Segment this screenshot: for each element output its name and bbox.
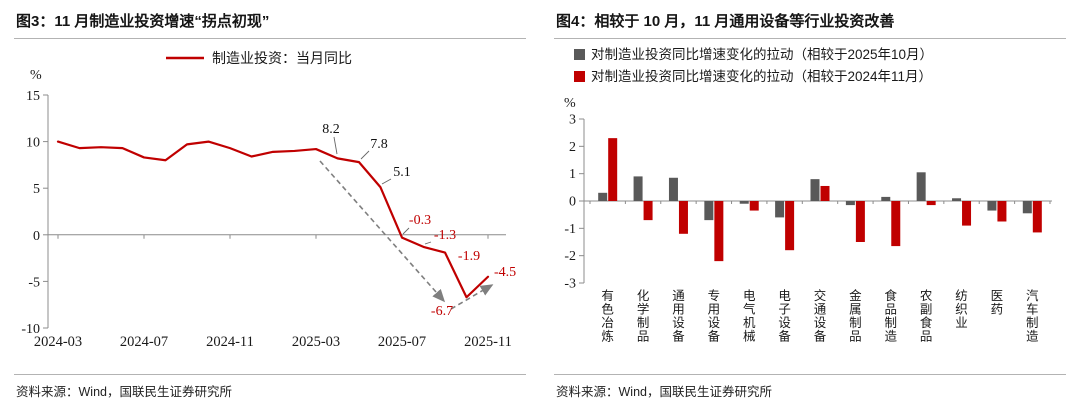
point-label-2025-04: 8.2 [322,122,340,137]
figure3-chart-area: 制造业投资：当月同比% 15 10 5 0 -5 -10 2024-03 2024-07 2024… [14,39,526,374]
category-label-农副食品: 农副食品 [920,289,933,344]
figure4-y-tick: 2 [569,140,576,155]
series-line-manufacturing-investment [56,140,490,299]
bar-series1-化学制品 [643,201,653,221]
figure4-bar-chart: 对制造业投资同比增速变化的拉动（相较于2025年10月） 对制造业投资同比增速变化… [564,47,1052,344]
figure3-y-tick: 10 [26,136,40,151]
figure3-y-tick: -5 [28,275,40,290]
figure4-source: 资料来源：Wind，国联民生证券研究所 [554,374,1066,402]
figure3-x-tick: 2024-07 [120,334,168,350]
category-label-食品制造: 食品制造 [885,288,898,344]
figure4-chart-area: 对制造业投资同比增速变化的拉动（相较于2025年10月） 对制造业投资同比增速变化… [554,39,1066,374]
bar-series1-电气机械 [749,201,759,211]
legend-swatch-0 [574,49,585,60]
figure4-legend-label-0: 对制造业投资同比增速变化的拉动（相较于2025年10月） [591,47,933,62]
figure4-title: 图4：相较于 10 月，11 月通用设备等行业投资改善 [554,8,1066,39]
bar-series1-食品制造 [891,201,901,247]
point-label-2025-11: -4.5 [494,265,516,280]
bar-series1-汽车制造 [1032,201,1042,233]
figure4-panel: 图4：相较于 10 月，11 月通用设备等行业投资改善 对制造业投资同比增速变化… [540,0,1080,408]
category-label-电气机械: 电气机械 [743,289,756,344]
category-label-纺织业: 纺织业 [955,289,968,330]
downtrend-dashed-arrow [319,160,446,303]
bar-series1-医药 [997,201,1007,222]
bar-series1-电子设备 [785,201,795,251]
figure3-x-tick: 2025-03 [292,334,340,350]
bar-series0-交通设备 [810,179,820,201]
upturn-dashed-arrow [450,284,494,310]
point-label-2025-06: 5.1 [393,165,411,180]
bar-series0-医药 [987,201,997,211]
figure4-y-tick: -2 [564,249,576,264]
bar-series0-纺织业 [952,198,962,201]
bar-series1-金属制品 [855,201,865,242]
figure3-x-tick: 2024-11 [206,334,254,350]
figure3-panel: 图3：11 月制造业投资增速“拐点初现” 制造业投资：当月同比% 15 10 5 0 -5… [14,8,526,402]
point-label-2025-09: -1.9 [458,249,480,264]
bar-series0-金属制品 [845,201,855,206]
bar-series1-交通设备 [820,185,830,201]
bar-series0-有色冶炼 [598,192,608,201]
category-label-化学制品: 化学制品 [637,289,650,344]
figure3-y-tick: -10 [21,322,40,337]
point-label-2025-07: -0.3 [409,213,431,228]
bar-series0-汽车制造 [1022,201,1032,214]
figure3-source: 资料来源：Wind，国联民生证券研究所 [14,374,526,402]
figure3-y-tick: 5 [33,182,40,197]
bar-series0-电子设备 [775,201,785,218]
bar-series1-专用设备 [714,201,724,262]
category-label-金属制品: 金属制品 [849,288,862,344]
figure4-y-tick: -3 [564,276,576,291]
bar-series0-专用设备 [704,201,714,221]
figure4-y-unit: % [564,96,576,111]
bar-series1-有色冶炼 [608,138,618,201]
category-label-医药: 医药 [991,289,1004,317]
bar-series0-通用设备 [668,177,678,201]
legend-swatch-1 [574,71,585,82]
figure3-y-tick: 0 [33,229,40,244]
category-label-交通设备: 交通设备 [814,288,827,344]
figure4-y-tick: -1 [564,222,576,237]
figure4-y-tick: 3 [569,113,576,128]
figure4-legend-label-1: 对制造业投资同比增速变化的拉动（相较于2024年11月） [591,69,932,84]
bar-series0-食品制造 [881,196,891,201]
figure3-x-tick: 2025-07 [378,334,426,350]
figure3-x-tick: 2025-11 [464,334,512,350]
figure3-title: 图3：11 月制造业投资增速“拐点初现” [14,8,526,39]
bar-series0-电气机械 [739,201,749,204]
figure3-x-tick: 2024-03 [34,334,82,350]
category-label-通用设备: 通用设备 [672,289,685,344]
category-label-电子设备: 电子设备 [778,289,791,344]
bar-series0-化学制品 [633,176,643,201]
point-label-2025-08: -1.3 [434,228,456,243]
category-label-专用设备: 专用设备 [708,288,721,344]
figure3-y-tick: 15 [26,89,40,104]
figure4-y-tick: 0 [569,195,576,210]
category-label-有色冶炼: 有色冶炼 [601,289,614,344]
bar-series1-农副食品 [926,201,936,206]
category-label-汽车制造: 汽车制造 [1026,288,1039,344]
bar-series1-纺织业 [962,201,972,226]
point-label-2025-05: 7.8 [370,137,388,152]
figure4-y-tick: 1 [569,167,576,182]
bar-series0-农副食品 [916,172,926,201]
bar-series1-通用设备 [678,201,688,234]
figure3-y-unit: % [30,68,42,83]
point-label-2025-10: -6.7 [431,304,453,319]
figure3-legend-label: 制造业投资：当月同比 [212,50,352,66]
